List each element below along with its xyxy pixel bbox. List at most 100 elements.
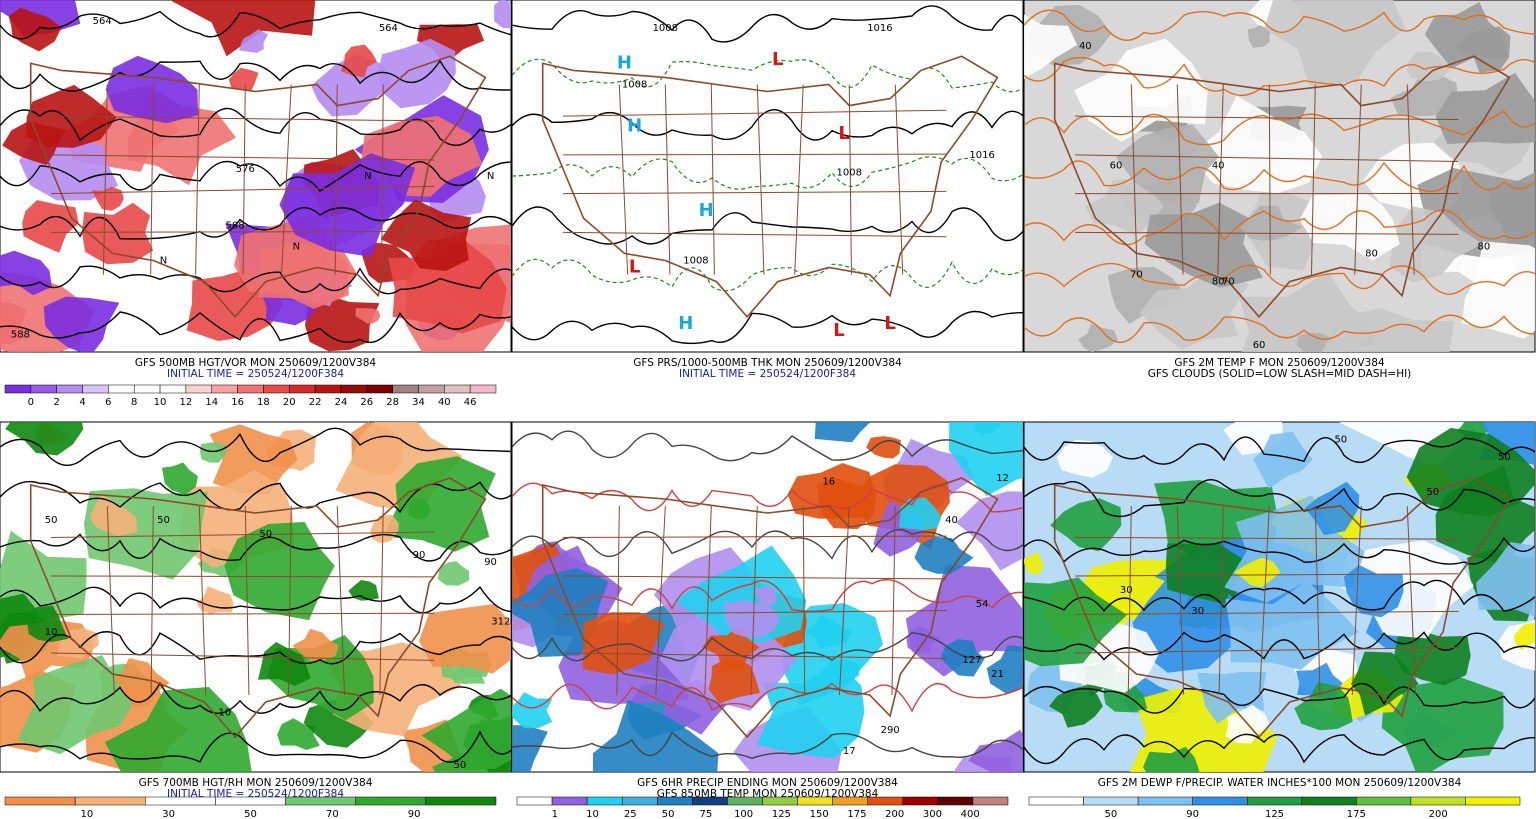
contour-label: 10	[218, 708, 231, 719]
state-line	[381, 84, 384, 275]
shaded-area	[1343, 564, 1404, 618]
contour-label: 80	[1212, 277, 1225, 288]
state-line	[51, 575, 435, 578]
colorbar-swatch	[82, 384, 109, 394]
contour-line	[512, 206, 1023, 245]
contour-line	[1024, 262, 1535, 295]
colorbar-swatch	[215, 796, 286, 806]
contour-label: 70	[1222, 277, 1235, 288]
contour-label: 1008	[653, 23, 678, 34]
colorbar-label: 200	[1429, 809, 1448, 819]
contour-line	[1024, 733, 1535, 765]
colorbar-label: 10	[80, 809, 93, 819]
country-outline	[541, 55, 999, 319]
state-line	[563, 535, 947, 538]
shaded-area	[1132, 75, 1186, 108]
contour-line	[512, 430, 1023, 462]
colorbar-label: 70	[326, 809, 339, 819]
shaded-area	[723, 600, 781, 638]
contour-line	[512, 109, 1023, 141]
contour-line	[1024, 436, 1535, 465]
contour-label: N	[487, 171, 494, 182]
map-layer: 50 50 50 90 90 10 10 312 50	[0, 422, 511, 772]
colorbar-label: 175	[847, 809, 866, 819]
forecast-panel: 16 12 40 54 127 21 17 290 GFS 6HR PRECIP ENDING …	[511, 421, 1024, 819]
shaded-area	[1188, 95, 1323, 194]
state-line	[1075, 231, 1459, 235]
colorbar-swatch	[211, 384, 238, 394]
colorbar-label: 125	[1265, 809, 1284, 819]
colorbar-label: 90	[408, 809, 421, 819]
state-line	[563, 231, 947, 238]
state-line	[794, 84, 804, 275]
state-line	[1075, 610, 1459, 615]
contour-line	[512, 310, 1023, 345]
colorbar-swatch	[1083, 796, 1139, 806]
pressure-center: L	[884, 313, 895, 334]
panel-caption: GFS 2M DEWP F/PRECIP. WATER INCHES*100 M…	[1098, 777, 1462, 789]
colorbar-swatch	[516, 796, 553, 806]
state-line	[891, 505, 896, 696]
colorbar-swatch	[159, 384, 187, 394]
colorbar-swatch	[4, 796, 76, 806]
state-line	[51, 652, 435, 661]
shaded-area	[421, 688, 511, 771]
state-line	[563, 575, 947, 580]
colorbar-swatch	[972, 796, 1009, 806]
shaded-area	[1294, 682, 1353, 731]
contour-label: 80	[1478, 241, 1491, 252]
state-line	[1176, 84, 1184, 275]
state-line	[336, 505, 346, 696]
state-line	[1075, 115, 1459, 121]
shaded-area	[1056, 439, 1113, 478]
colorbar-swatch	[1410, 796, 1466, 806]
colorbar-swatch	[1246, 796, 1303, 806]
shaded-area	[1299, 193, 1400, 261]
colorbar-label: 6	[105, 397, 111, 408]
shaded-area	[200, 442, 228, 463]
state-line	[848, 84, 852, 275]
country-outline	[29, 55, 487, 319]
state-line	[750, 505, 758, 696]
colorbar-label: 175	[1347, 809, 1366, 819]
panel-caption: INITIAL TIME = 250524/1200F384	[679, 368, 856, 380]
shaded-area	[1049, 685, 1103, 728]
state-line	[1075, 647, 1459, 654]
contour-line	[512, 529, 1023, 560]
shaded-area	[905, 564, 1023, 677]
shaded-area	[1197, 672, 1267, 724]
colorbar-label: 200	[885, 809, 904, 819]
shaded-area	[224, 521, 335, 621]
panel-caption: GFS PRS/1000-500MB THK MON 250609/1200V3…	[633, 357, 902, 369]
shaded-area	[1462, 241, 1535, 339]
shaded-area	[1406, 51, 1450, 82]
colorbar-swatch	[444, 384, 471, 394]
colorbar-swatch	[366, 384, 393, 394]
colorbar-swatch	[902, 796, 939, 806]
shaded-area	[1351, 651, 1419, 716]
shaded-area	[494, 0, 511, 29]
colorbar-swatch	[832, 796, 868, 806]
shaded-area	[1107, 266, 1187, 324]
contour-label: 50	[454, 760, 467, 771]
state-line	[102, 84, 108, 275]
state-line	[379, 505, 384, 696]
shaded-area	[104, 687, 252, 772]
contour-label: 54	[976, 599, 989, 610]
country-outline	[1053, 55, 1511, 319]
shaded-area	[512, 692, 553, 729]
shaded-area	[814, 422, 870, 443]
state-line	[334, 84, 338, 275]
state-line	[1217, 84, 1224, 275]
panel-caption: GFS 500MB HGT/VOR MON 250609/1200V384	[135, 357, 377, 369]
state-line	[1406, 505, 1417, 696]
country-outline	[1053, 477, 1511, 739]
colorbar-swatch	[108, 384, 135, 394]
state-line	[51, 115, 435, 122]
contour-label: 1016	[867, 23, 892, 34]
shaded-area	[1024, 14, 1078, 79]
pressure-center: L	[833, 320, 844, 341]
colorbar-swatch	[30, 384, 57, 394]
contour-line	[1024, 56, 1535, 96]
map-layer: 1008 1008 1016 1016 1008 1008 H H H H L L L L L	[512, 5, 1023, 345]
